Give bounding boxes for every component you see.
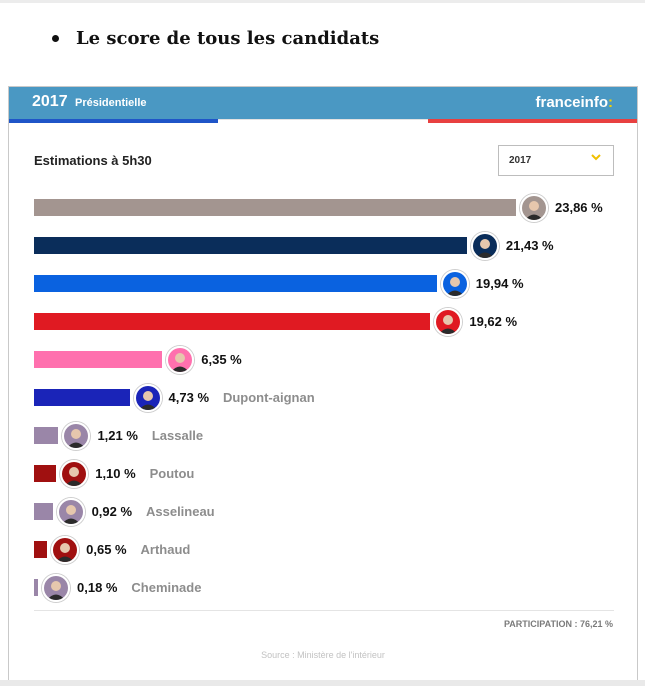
bar-10 — [34, 579, 38, 596]
bar-7 — [34, 465, 57, 482]
percentage-label: 1,21 % — [97, 427, 138, 443]
bar-3 — [34, 313, 431, 330]
bar-2 — [34, 275, 437, 292]
bar-4 — [34, 351, 163, 368]
bottom-strip — [0, 680, 645, 686]
brand-logo[interactable]: franceinfo: — [535, 94, 613, 111]
header-year: 2017 — [32, 93, 68, 110]
percentage-label: 0,18 % — [77, 579, 118, 595]
candidate-avatar-icon — [434, 307, 463, 336]
candidate-name: Dupont-aignan — [222, 389, 315, 405]
candidate-name: Lassalle — [151, 427, 204, 443]
chevron-down-icon — [591, 154, 601, 161]
percentage-label: 6,35 % — [201, 351, 242, 367]
estimate-subtitle: Estimations à 5h30 — [34, 153, 152, 168]
section-heading: Le score de tous les candidats — [52, 28, 379, 49]
candidate-avatar-icon — [166, 345, 195, 374]
widget-header: 2017 Présidentielle franceinfo: — [9, 87, 637, 119]
bar-9 — [34, 541, 48, 558]
stripe-blue — [9, 119, 219, 123]
candidate-avatar-icon — [440, 269, 469, 298]
bar-8 — [34, 503, 53, 520]
percentage-label: 1,10 % — [95, 465, 136, 481]
candidate-name: Arthaud — [140, 541, 191, 557]
percentage-label: 23,86 % — [555, 199, 603, 215]
candidate-avatar-icon — [51, 535, 80, 564]
percentage-label: 0,92 % — [91, 503, 133, 519]
candidate-name: Cheminade — [131, 579, 202, 595]
bar-5 — [34, 389, 130, 406]
brand-name: franceinfo — [535, 94, 608, 111]
section-heading-text: Le score de tous les candidats — [76, 28, 380, 49]
candidate-avatar-icon — [62, 421, 91, 450]
candidate-avatar-icon — [470, 231, 499, 260]
bar-1 — [34, 237, 467, 254]
bullet-dot-icon — [52, 35, 59, 42]
percentage-label: 19,62 % — [469, 313, 518, 329]
year-select-value: 2017 — [509, 155, 532, 166]
percentage-label: 19,94 % — [475, 275, 524, 291]
candidate-avatar-icon — [42, 573, 70, 602]
tricolor-stripe — [9, 119, 637, 123]
participation-rate: PARTICIPATION : 76,21 % — [503, 619, 613, 629]
bar-0 — [34, 199, 516, 216]
stripe-red — [427, 119, 637, 123]
percentage-label: 21,43 % — [505, 237, 554, 253]
source-note: Source : Ministère de l'intérieur — [261, 650, 385, 660]
candidate-avatar-icon — [520, 193, 548, 222]
header-election-label: Présidentielle — [75, 97, 147, 109]
results-chart: 23,86 % 21,43 % 19,94 % 19,62 % 6,35 % 4,73 %… — [9, 187, 637, 607]
stripe-white — [218, 119, 428, 123]
results-widget: 2017 Présidentielle franceinfo: Estimati… — [8, 86, 638, 686]
candidate-avatar-icon — [133, 383, 162, 412]
candidate-avatar-icon — [60, 459, 89, 488]
bar-6 — [34, 427, 59, 444]
candidate-avatar-icon — [56, 497, 85, 526]
percentage-label: 4,73 % — [168, 389, 210, 405]
percentage-label: 0,65 % — [86, 541, 127, 557]
year-select[interactable]: 2017 — [498, 145, 614, 176]
footer-separator — [34, 610, 614, 611]
candidate-name: Asselineau — [145, 503, 215, 519]
candidate-name: Poutou — [149, 465, 195, 481]
brand-colon: : — [608, 94, 613, 111]
top-divider — [0, 0, 645, 3]
